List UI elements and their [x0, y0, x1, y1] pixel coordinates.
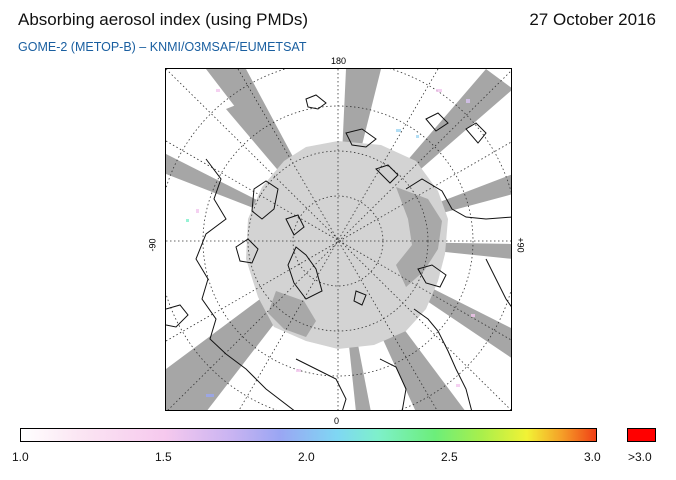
colorbar-tick-3-0: 3.0 [584, 450, 601, 464]
colorbar-overflow-swatch [627, 428, 656, 442]
longitude-label-top: 180 [331, 56, 347, 66]
colorbar-tick-2-5: 2.5 [441, 450, 458, 464]
colorbar-tick-2-0: 2.0 [298, 450, 315, 464]
polar-night-region [396, 187, 442, 287]
polar-map-canvas [166, 69, 511, 410]
longitude-label-left: -90 [147, 238, 158, 252]
aerosol-index-colorbar [20, 428, 597, 442]
map-subtitle: GOME-2 (METOP-B) – KNMI/O3MSAF/EUMETSAT [18, 40, 307, 54]
coastlines [166, 94, 511, 410]
polar-map [165, 68, 512, 411]
colorbar-overflow-label: >3.0 [628, 450, 652, 464]
aerosol-speckles [186, 89, 475, 397]
colorbar-tick-1-0: 1.0 [12, 450, 29, 464]
colorbar-tick-1-5: 1.5 [155, 450, 172, 464]
map-date: 27 October 2016 [529, 10, 656, 29]
map-title: Absorbing aerosol index (using PMDs) [18, 10, 309, 29]
longitude-label-right: +90 [515, 237, 526, 253]
polar-night-region-2 [268, 291, 316, 337]
graticule [166, 69, 511, 410]
longitude-label-bottom: 0 [334, 416, 340, 426]
